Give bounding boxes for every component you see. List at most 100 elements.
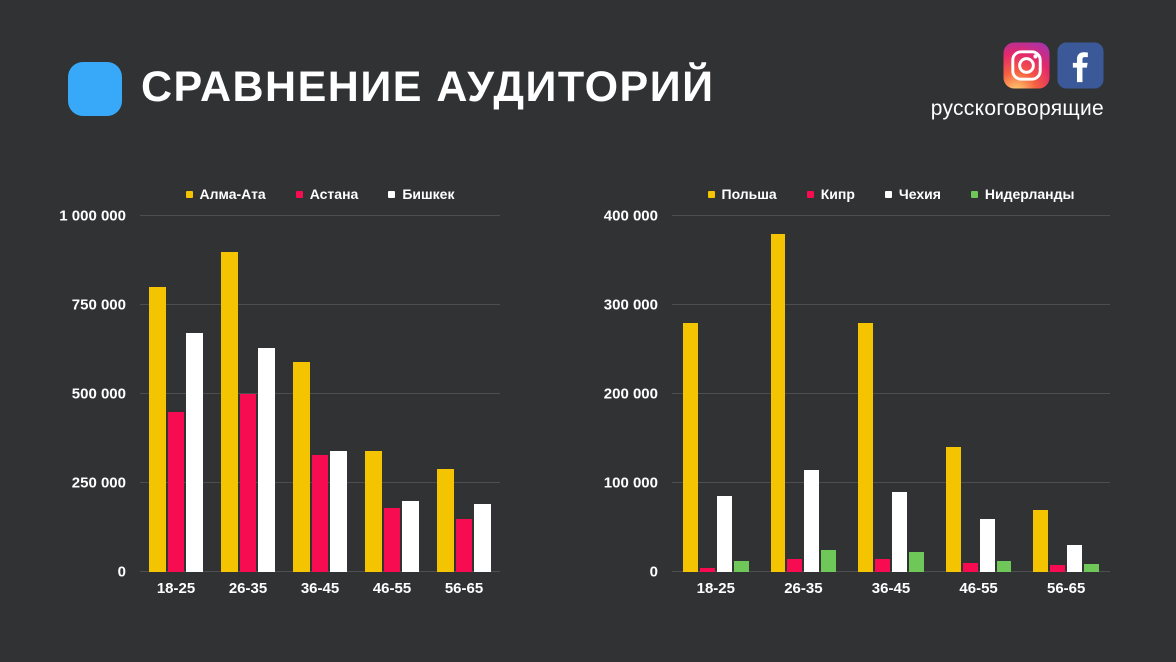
y-axis-tick-label: 400 000	[603, 207, 658, 225]
bar-group	[935, 216, 1023, 572]
bar	[1067, 545, 1083, 572]
y-axis-tick-label: 0	[117, 563, 126, 581]
legend-item: Кипр	[806, 186, 855, 202]
x-axis-label: 36-45	[300, 580, 340, 597]
bar	[149, 287, 166, 572]
bar	[437, 468, 454, 572]
bar-group	[140, 216, 212, 572]
legend-item: Астана	[295, 186, 359, 202]
bar	[979, 518, 995, 572]
x-axis-label: 18-25	[696, 580, 735, 597]
bar	[945, 447, 961, 572]
legend-label: Нидерланды	[984, 186, 1075, 202]
bar	[311, 454, 329, 572]
bar	[455, 518, 473, 572]
bar	[962, 563, 978, 572]
legend-label: Астана	[309, 186, 359, 202]
legend-label: Бишкек	[402, 186, 455, 202]
bar-cluster	[365, 216, 420, 572]
bar-group	[760, 216, 848, 572]
bar	[383, 507, 401, 572]
bar	[804, 469, 820, 572]
x-axis-label: 46-55	[959, 580, 998, 597]
chart-plot-area: 0 100 000 200 000 300 000 400 000	[604, 208, 1110, 581]
legend-marker-icon	[185, 190, 193, 198]
legend-marker-icon	[707, 190, 715, 198]
legend-marker-icon	[806, 190, 814, 198]
y-axis-tick-label: 750 000	[71, 296, 126, 314]
gridline: 300 000	[604, 297, 1110, 314]
gridline: 500 000	[72, 386, 500, 403]
legend-marker-icon	[295, 190, 303, 198]
bar	[1033, 509, 1049, 572]
bar	[402, 500, 420, 572]
page-title: СРАВНЕНИЕ АУДИТОРИЙ	[141, 63, 715, 111]
bar	[858, 322, 874, 572]
y-axis-tick-label: 0	[649, 563, 658, 581]
bar	[891, 491, 907, 572]
chart-legend: Алма-Ата Астана Бишкек	[140, 186, 500, 202]
bar-group	[284, 216, 356, 572]
bar-cluster	[293, 216, 348, 572]
gridline: 400 000	[604, 208, 1110, 225]
legend-item: Нидерланды	[970, 186, 1075, 202]
y-axis-tick-label: 500 000	[71, 385, 126, 403]
gridline: 100 000	[604, 475, 1110, 492]
x-axis-label: 26-35	[784, 580, 823, 597]
x-axis: 18-25 26-35 36-45 46-55 56-65	[140, 580, 500, 597]
bar-group	[356, 216, 428, 572]
instagram-icon	[1003, 42, 1050, 89]
bar	[821, 549, 837, 572]
gridline: 0	[650, 564, 1110, 581]
bar	[221, 251, 238, 572]
legend-label: Кипр	[820, 186, 855, 202]
bar-cluster	[858, 216, 924, 572]
bar-cluster	[149, 216, 204, 572]
bar-cluster	[945, 216, 1012, 572]
bar-group	[212, 216, 284, 572]
accent-square	[68, 62, 122, 116]
bar-cluster	[770, 216, 837, 572]
social-block: русскоговорящие	[931, 42, 1104, 121]
bar	[258, 347, 276, 572]
bar-group	[672, 216, 760, 572]
bar-group	[1022, 216, 1110, 572]
y-axis-tick-label: 200 000	[603, 385, 658, 403]
x-axis-label: 18-25	[156, 580, 196, 597]
facebook-icon	[1057, 42, 1104, 89]
bar	[875, 558, 890, 572]
x-axis-label: 56-65	[1046, 580, 1086, 597]
bar	[1084, 564, 1100, 572]
bar-group	[428, 216, 500, 572]
bar	[770, 233, 786, 572]
bar-cluster	[682, 216, 749, 572]
legend-item: Алма-Ата	[185, 186, 266, 202]
bar	[474, 504, 492, 572]
bar	[699, 567, 715, 572]
y-axis-tick-label: 250 000	[71, 474, 126, 492]
x-axis-label: 46-55	[372, 580, 412, 597]
bar	[330, 450, 348, 572]
legend-label: Польша	[721, 186, 777, 202]
gridline: 200 000	[604, 386, 1110, 403]
x-axis-label: 56-65	[444, 580, 484, 597]
bar	[682, 322, 698, 572]
bar	[186, 333, 204, 572]
bar	[716, 496, 732, 572]
chart-bars	[672, 216, 1110, 572]
x-axis-label: 36-45	[871, 580, 911, 597]
bar-group	[847, 216, 935, 572]
legend-marker-icon	[970, 190, 978, 198]
legend-marker-icon	[884, 190, 892, 198]
bar-cluster	[1033, 216, 1100, 572]
bar	[239, 394, 257, 572]
bar	[167, 411, 185, 572]
x-axis-label: 26-35	[228, 580, 268, 597]
y-axis-tick-label: 1 000 000	[59, 207, 126, 225]
bar	[365, 450, 382, 572]
bar	[908, 552, 924, 572]
legend-label: Чехия	[898, 186, 941, 202]
y-axis-tick-label: 100 000	[603, 474, 658, 492]
chart-legend: Польша Кипр Чехия Нидерланды	[672, 186, 1110, 202]
legend-label: Алма-Ата	[199, 186, 266, 202]
